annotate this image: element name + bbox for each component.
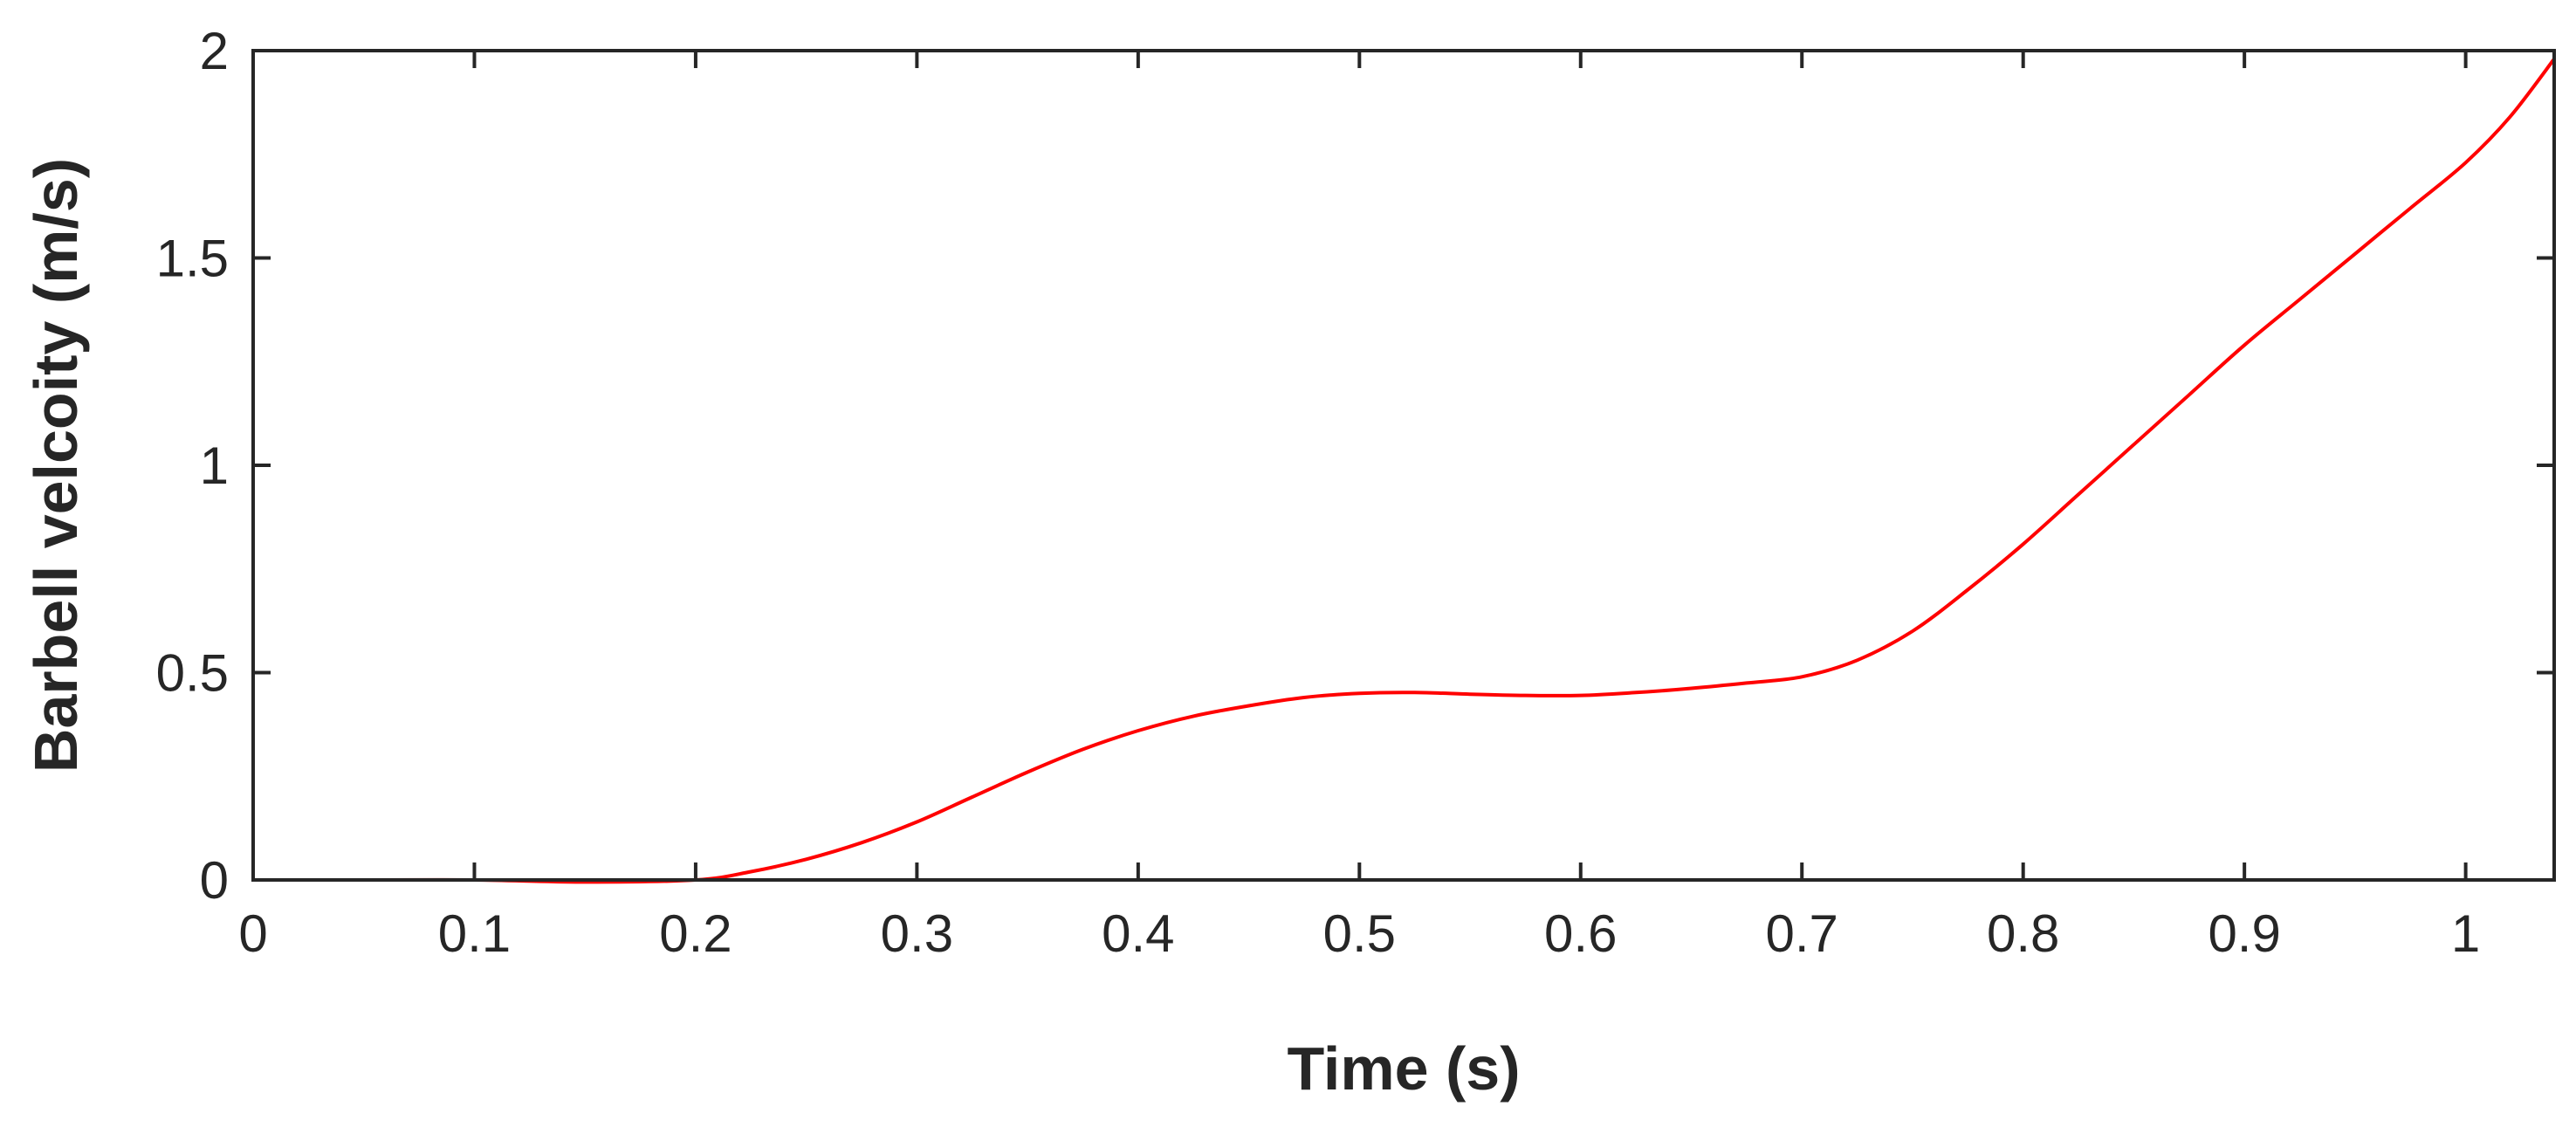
x-tick-label: 0.9 — [2208, 904, 2280, 963]
y-tick-label: 1.5 — [156, 230, 229, 288]
x-tick-label: 0.4 — [1102, 904, 1174, 963]
y-axis: 0 0.5 1 1.5 2 — [156, 22, 2554, 910]
x-axis-title: Time (s) — [1287, 1034, 1520, 1103]
y-tick-label: 0.5 — [156, 644, 229, 703]
y-tick-label: 1 — [200, 436, 229, 495]
y-tick-label: 2 — [200, 22, 229, 80]
x-tick-label: 0 — [238, 904, 267, 963]
x-tick-label: 0.3 — [881, 904, 953, 963]
y-axis-title: Barbell velcoity (m/s) — [22, 158, 90, 773]
x-tick-label: 0.6 — [1544, 904, 1617, 963]
plot-area — [253, 51, 2554, 880]
x-tick-label: 0.7 — [1766, 904, 1838, 963]
x-axis: 0 0.1 0.2 0.3 0.4 0.5 0.6 0.7 0.8 0.9 1 — [238, 51, 2480, 963]
x-tick-label: 0.1 — [438, 904, 511, 963]
x-tick-label: 0.5 — [1323, 904, 1396, 963]
x-tick-label: 0.8 — [1987, 904, 2059, 963]
velocity-series-line — [273, 57, 2556, 884]
x-tick-label: 1 — [2451, 904, 2480, 963]
axes-frame — [251, 49, 2556, 882]
y-tick-label: 0 — [200, 851, 229, 910]
x-tick-label: 0.2 — [659, 904, 732, 963]
